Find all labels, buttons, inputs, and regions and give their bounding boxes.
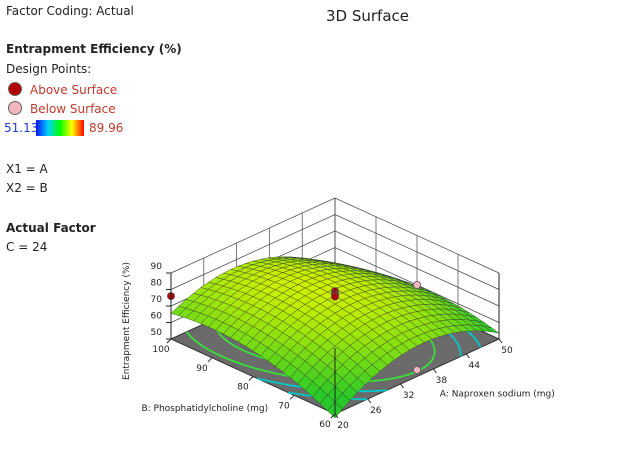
b-tick-label: 80: [237, 383, 249, 393]
a-tick-label: 50: [501, 346, 513, 356]
z-axis-title: Entrapment Efficiency (%): [122, 262, 132, 380]
colorbar-max-value: 89.96: [89, 121, 124, 135]
b-tick: [330, 413, 336, 419]
z-tick-label: 80: [151, 279, 163, 289]
chart-title: 3D Surface: [326, 7, 410, 25]
a-tick: [498, 338, 503, 344]
below-surface-marker-icon: [8, 101, 22, 115]
a-tick-label: 32: [403, 391, 414, 401]
above-surface-label: Above Surface: [30, 83, 118, 97]
b-tick: [166, 338, 172, 344]
actual-factor-title: Actual Factor: [6, 221, 96, 235]
colorbar-min-value: 51.13: [4, 121, 39, 135]
z-tick-label: 50: [151, 328, 163, 338]
a-axis-title: A: Naproxen sodium (mg): [440, 390, 555, 400]
legend-below-surface: Below Surface: [8, 101, 116, 116]
a-tick-label: 20: [337, 421, 349, 431]
a-tick: [367, 398, 372, 404]
legend-above-surface: Above Surface: [8, 82, 117, 97]
b-tick-label: 60: [319, 420, 331, 430]
design-point-above: [330, 292, 339, 301]
design-point-below: [412, 365, 421, 374]
response-title: Entrapment Efficiency (%): [6, 42, 182, 56]
b-tick-label: 70: [278, 401, 290, 411]
b-tick-label: 100: [152, 345, 169, 355]
a-tick-label: 44: [468, 361, 480, 371]
a-tick: [400, 383, 405, 389]
b-tick-label: 90: [196, 364, 208, 374]
below-surface-label: Below Surface: [30, 102, 116, 116]
factor-x1-label: X1 = A: [6, 162, 48, 176]
z-tick-label: 90: [151, 262, 163, 272]
z-tick-label: 70: [151, 295, 163, 305]
b-tick: [289, 394, 295, 400]
z-tick-label: 60: [151, 312, 163, 322]
a-tick: [334, 413, 339, 419]
factor-x2-label: X2 = B: [6, 181, 48, 195]
above-surface-marker-icon: [8, 82, 22, 96]
b-tick: [248, 376, 254, 381]
design-point-below: [412, 280, 421, 289]
a-tick: [432, 368, 437, 374]
a-tick-label: 38: [436, 376, 448, 386]
b-axis-title: B: Phosphatidylcholine (mg): [141, 404, 268, 414]
a-tick-label: 26: [370, 406, 382, 416]
a-tick: [465, 353, 470, 359]
design-points-label: Design Points:: [6, 62, 92, 76]
b-tick: [207, 357, 213, 363]
actual-factor-value: C = 24: [6, 240, 48, 254]
factor-coding-label: Factor Coding: Actual: [6, 4, 134, 18]
color-scale-bar: [36, 120, 84, 136]
